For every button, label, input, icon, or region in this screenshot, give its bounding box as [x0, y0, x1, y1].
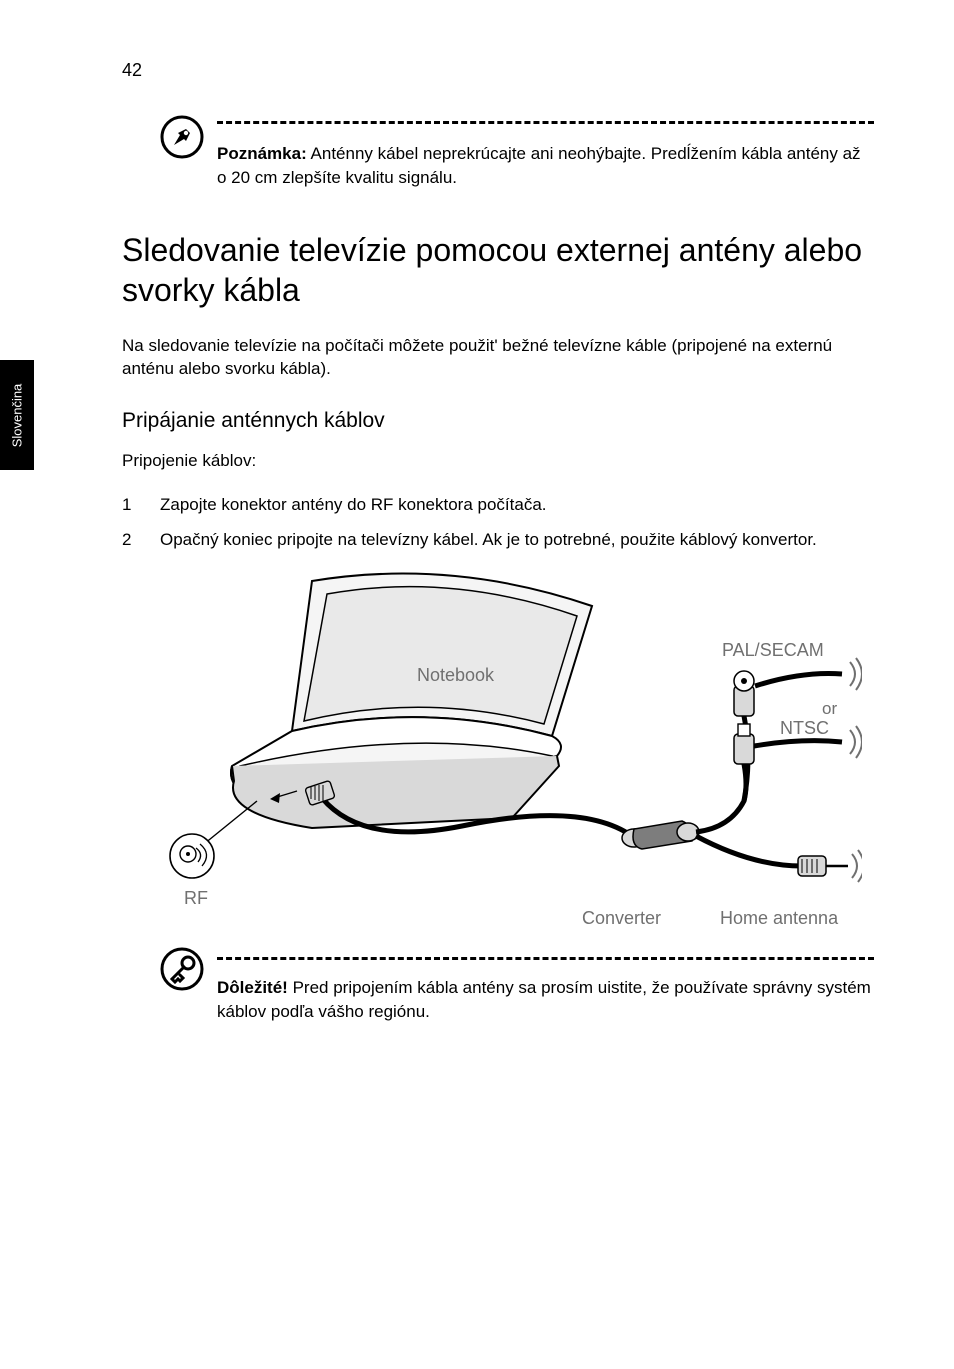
content-area: Poznámka: Anténny kábel neprekrúcajte an… [122, 121, 874, 1024]
rf-port [170, 801, 257, 878]
pal-label: PAL/SECAM [722, 640, 824, 660]
page-number: 42 [122, 60, 874, 81]
section-title: Sledovanie televízie pomocou externej an… [122, 230, 874, 310]
pin-icon [160, 115, 204, 164]
list-item: 1 Zapojte konektor antény do RF konektor… [122, 493, 874, 518]
notebook-label: Notebook [417, 665, 495, 685]
language-label: Slovenčina [10, 383, 25, 447]
page: Slovenčina 42 Poznámka: Anténny kábel ne… [0, 0, 954, 1369]
ntsc-label: NTSC [780, 718, 829, 738]
important-body: Pred pripojením kábla antény sa prosím u… [217, 978, 871, 1021]
subsection-title: Pripájanie anténnych káblov [122, 409, 874, 433]
note-divider [217, 121, 874, 124]
step-text: Opačný koniec pripojte na televízny kábe… [160, 528, 817, 553]
rf-label: RF [184, 888, 208, 908]
laptop-drawing [231, 574, 592, 828]
language-tab: Slovenčina [0, 360, 34, 470]
important-block: Dôležité! Pred pripojením kábla antény s… [122, 957, 874, 1024]
list-item: 2 Opačný koniec pripojte na televízny ká… [122, 528, 874, 553]
connection-diagram: Notebook RF [162, 566, 874, 941]
note-text: Poznámka: Anténny kábel neprekrúcajte an… [217, 142, 874, 190]
important-label: Dôležité! [217, 978, 288, 997]
antenna-plug [798, 856, 848, 876]
converter-label: Converter [582, 908, 661, 928]
important-divider [217, 957, 874, 960]
step-number: 2 [122, 528, 160, 553]
ntsc-plug [734, 716, 754, 764]
important-text: Dôležité! Pred pripojením kábla antény s… [217, 976, 874, 1024]
note-body: Anténny kábel neprekrúcajte ani neohýbaj… [217, 144, 861, 187]
step-text: Zapojte konektor antény do RF konektora … [160, 493, 547, 518]
converter [622, 821, 699, 849]
step-number: 1 [122, 493, 160, 518]
steps-intro: Pripojenie káblov: [122, 449, 874, 473]
key-icon [160, 947, 204, 996]
antenna-label: Home antenna [720, 908, 839, 928]
note-label: Poznámka: [217, 144, 307, 163]
or-label: or [822, 699, 837, 718]
intro-paragraph: Na sledovanie televízie na počítači môže… [122, 334, 874, 382]
pal-plug [734, 671, 754, 716]
note-block: Poznámka: Anténny kábel neprekrúcajte an… [122, 121, 874, 190]
